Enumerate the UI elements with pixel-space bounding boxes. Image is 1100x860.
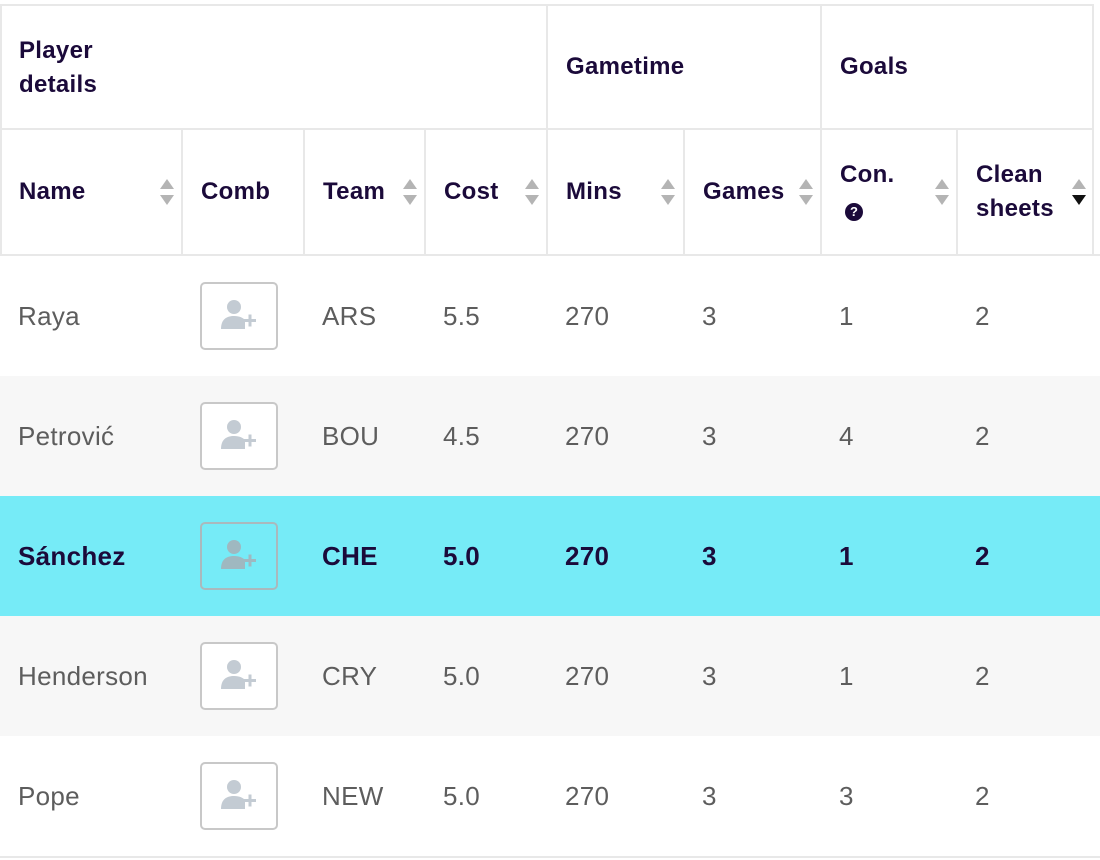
clean-sheets-cell: 2	[975, 781, 990, 811]
clean-sheets-cell: 2	[975, 421, 990, 451]
team-cell: BOU	[322, 421, 380, 451]
sort-icon[interactable]	[402, 177, 418, 207]
sort-icon[interactable]	[524, 177, 540, 207]
group-header-label-line1: Player	[19, 37, 93, 64]
games-cell: 3	[702, 661, 717, 691]
player-name[interactable]: Pope	[18, 781, 80, 811]
sort-icon[interactable]	[934, 177, 950, 207]
table-row[interactable]: Pope NEW 5.0 270 3 3 2	[0, 736, 1100, 856]
add-player-button[interactable]	[200, 642, 278, 710]
add-player-button[interactable]	[200, 402, 278, 470]
group-divider-gametime	[546, 4, 548, 256]
add-player-button[interactable]	[200, 282, 278, 350]
table-row-selected[interactable]: Sánchez CHE 5.0 270 3 1 2	[0, 496, 1100, 616]
games-cell: 3	[702, 541, 717, 571]
add-user-icon	[221, 420, 256, 449]
clean-sheets-cell: 2	[975, 301, 990, 331]
cost-cell: 5.5	[443, 301, 481, 331]
con-cell: 1	[839, 541, 854, 571]
col-divider	[181, 128, 183, 256]
column-header-mins[interactable]: Mins	[566, 178, 622, 205]
con-cell: 4	[839, 421, 854, 451]
add-player-button[interactable]	[200, 522, 278, 590]
player-name[interactable]: Sánchez	[18, 541, 126, 571]
question-circle-icon[interactable]: ?	[845, 203, 863, 221]
games-cell: 3	[702, 781, 717, 811]
col-divider	[683, 128, 685, 256]
mins-cell: 270	[565, 301, 610, 331]
header-bottom-border	[0, 254, 1100, 256]
sort-icon[interactable]	[798, 177, 814, 207]
add-player-button[interactable]	[200, 762, 278, 830]
group-header-gametime: Gametime	[566, 53, 685, 80]
table-row[interactable]: Raya ARS 5.5 270 3 1 2	[0, 256, 1100, 376]
add-user-icon	[221, 780, 256, 809]
mins-cell: 270	[565, 421, 610, 451]
team-cell: ARS	[322, 301, 377, 331]
column-header-con[interactable]: Con.	[840, 161, 895, 188]
add-user-icon	[221, 540, 256, 569]
player-name[interactable]: Henderson	[18, 661, 148, 691]
table-row[interactable]: Petrović BOU 4.5 270 3 4 2	[0, 376, 1100, 496]
col-divider	[424, 128, 426, 256]
mins-cell: 270	[565, 541, 610, 571]
group-header-goals: Goals	[840, 53, 909, 80]
column-header-label-line2: sheets	[976, 195, 1054, 222]
cost-cell: 5.0	[443, 541, 481, 571]
group-header-label-line2: details	[19, 71, 98, 98]
column-header-label-line1: Clean	[976, 161, 1043, 188]
column-header-team[interactable]: Team	[323, 178, 386, 205]
mins-cell: 270	[565, 781, 610, 811]
add-user-icon	[221, 300, 256, 329]
group-divider-goals	[820, 4, 822, 256]
column-header-comb: Comb	[201, 178, 271, 205]
mins-cell: 270	[565, 661, 610, 691]
team-cell: NEW	[322, 781, 384, 811]
sort-icon[interactable]	[660, 177, 676, 207]
con-cell: 1	[839, 301, 854, 331]
clean-sheets-cell: 2	[975, 541, 990, 571]
add-user-icon	[221, 660, 256, 689]
col-divider	[956, 128, 958, 256]
sort-descending-icon[interactable]	[1071, 177, 1087, 207]
team-cell: CHE	[322, 541, 378, 571]
player-name[interactable]: Petrović	[18, 421, 115, 451]
table-bottom-border	[0, 856, 1100, 858]
column-header-clean-sheets[interactable]: Clean sheets	[976, 158, 1054, 226]
cost-cell: 5.0	[443, 781, 481, 811]
column-header-games[interactable]: Games	[703, 178, 785, 205]
table-row[interactable]: Henderson CRY 5.0 270 3 1 2	[0, 616, 1100, 736]
sort-icon[interactable]	[159, 177, 175, 207]
team-cell: CRY	[322, 661, 378, 691]
col-divider	[303, 128, 305, 256]
con-cell: 3	[839, 781, 854, 811]
header-border-left	[0, 4, 2, 256]
cost-cell: 5.0	[443, 661, 481, 691]
games-cell: 3	[702, 421, 717, 451]
column-header-cost[interactable]: Cost	[444, 178, 499, 205]
con-cell: 1	[839, 661, 854, 691]
player-name[interactable]: Raya	[18, 301, 80, 331]
column-header-name[interactable]: Name	[19, 178, 86, 205]
games-cell: 3	[702, 301, 717, 331]
cost-cell: 4.5	[443, 421, 481, 451]
clean-sheets-cell: 2	[975, 661, 990, 691]
group-header-player-details: Player details	[19, 34, 97, 102]
header-border-right	[1092, 4, 1094, 256]
